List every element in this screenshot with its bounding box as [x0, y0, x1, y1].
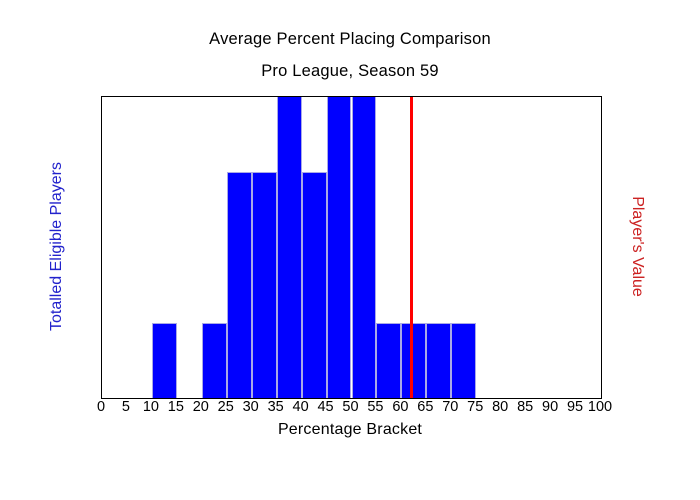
x-tick-label: 10 [142, 399, 159, 415]
title-block: Average Percent Placing Comparison Pro L… [0, 28, 700, 82]
y-axis-title-left: Totalled Eligible Players [48, 162, 65, 331]
histogram-bar [251, 172, 277, 398]
x-tick-label: 0 [96, 399, 106, 415]
x-tick-label: 95 [566, 399, 584, 415]
histogram-bar [276, 97, 302, 398]
histogram-bar [401, 322, 427, 398]
histogram-bar [451, 322, 477, 398]
x-tick-label: 60 [392, 399, 409, 415]
histogram-bar [151, 322, 177, 398]
x-tick-label: 50 [342, 399, 359, 415]
histogram-bar [301, 172, 327, 398]
histogram-bar [326, 97, 352, 398]
histogram-bar [426, 322, 452, 398]
plot-inner [102, 97, 601, 398]
histogram-bar [376, 322, 402, 398]
x-tick-label: 80 [492, 399, 509, 415]
plot-area [101, 96, 602, 399]
x-tick-label: 35 [267, 399, 284, 415]
chart-subtitle: Pro League, Season 59 [261, 62, 439, 80]
x-tick-label: 20 [192, 399, 209, 415]
histogram-bar [226, 172, 252, 398]
x-tick-label: 40 [292, 399, 309, 415]
histogram-bar [351, 97, 377, 398]
x-tick-label: 5 [121, 399, 130, 415]
x-axis-title: Percentage Bracket [277, 421, 423, 438]
x-tick-label: 55 [367, 399, 384, 415]
players-value-marker-line [410, 97, 413, 398]
y-axis-title-right: Player's Value [629, 196, 646, 297]
x-tick-label: 70 [442, 399, 459, 415]
x-tick-label: 65 [417, 399, 434, 415]
x-tick-label: 15 [167, 399, 184, 415]
chart-title: Average Percent Placing Comparison [209, 30, 491, 48]
histogram-bar [201, 322, 227, 398]
x-tick-label: 25 [217, 399, 234, 415]
x-axis-tick-labels: 0 5 10 15 20 25 30 35 40 45 50 55 60 65 70 75 80 85 90 95 10… [97, 399, 612, 419]
x-tick-label: 85 [517, 399, 534, 415]
x-tick-label: 75 [467, 399, 484, 415]
x-tick-label: 30 [242, 399, 259, 415]
x-tick-label: 90 [542, 399, 559, 415]
x-tick-label: 45 [317, 399, 334, 415]
x-tick-label: 100 [587, 399, 613, 415]
